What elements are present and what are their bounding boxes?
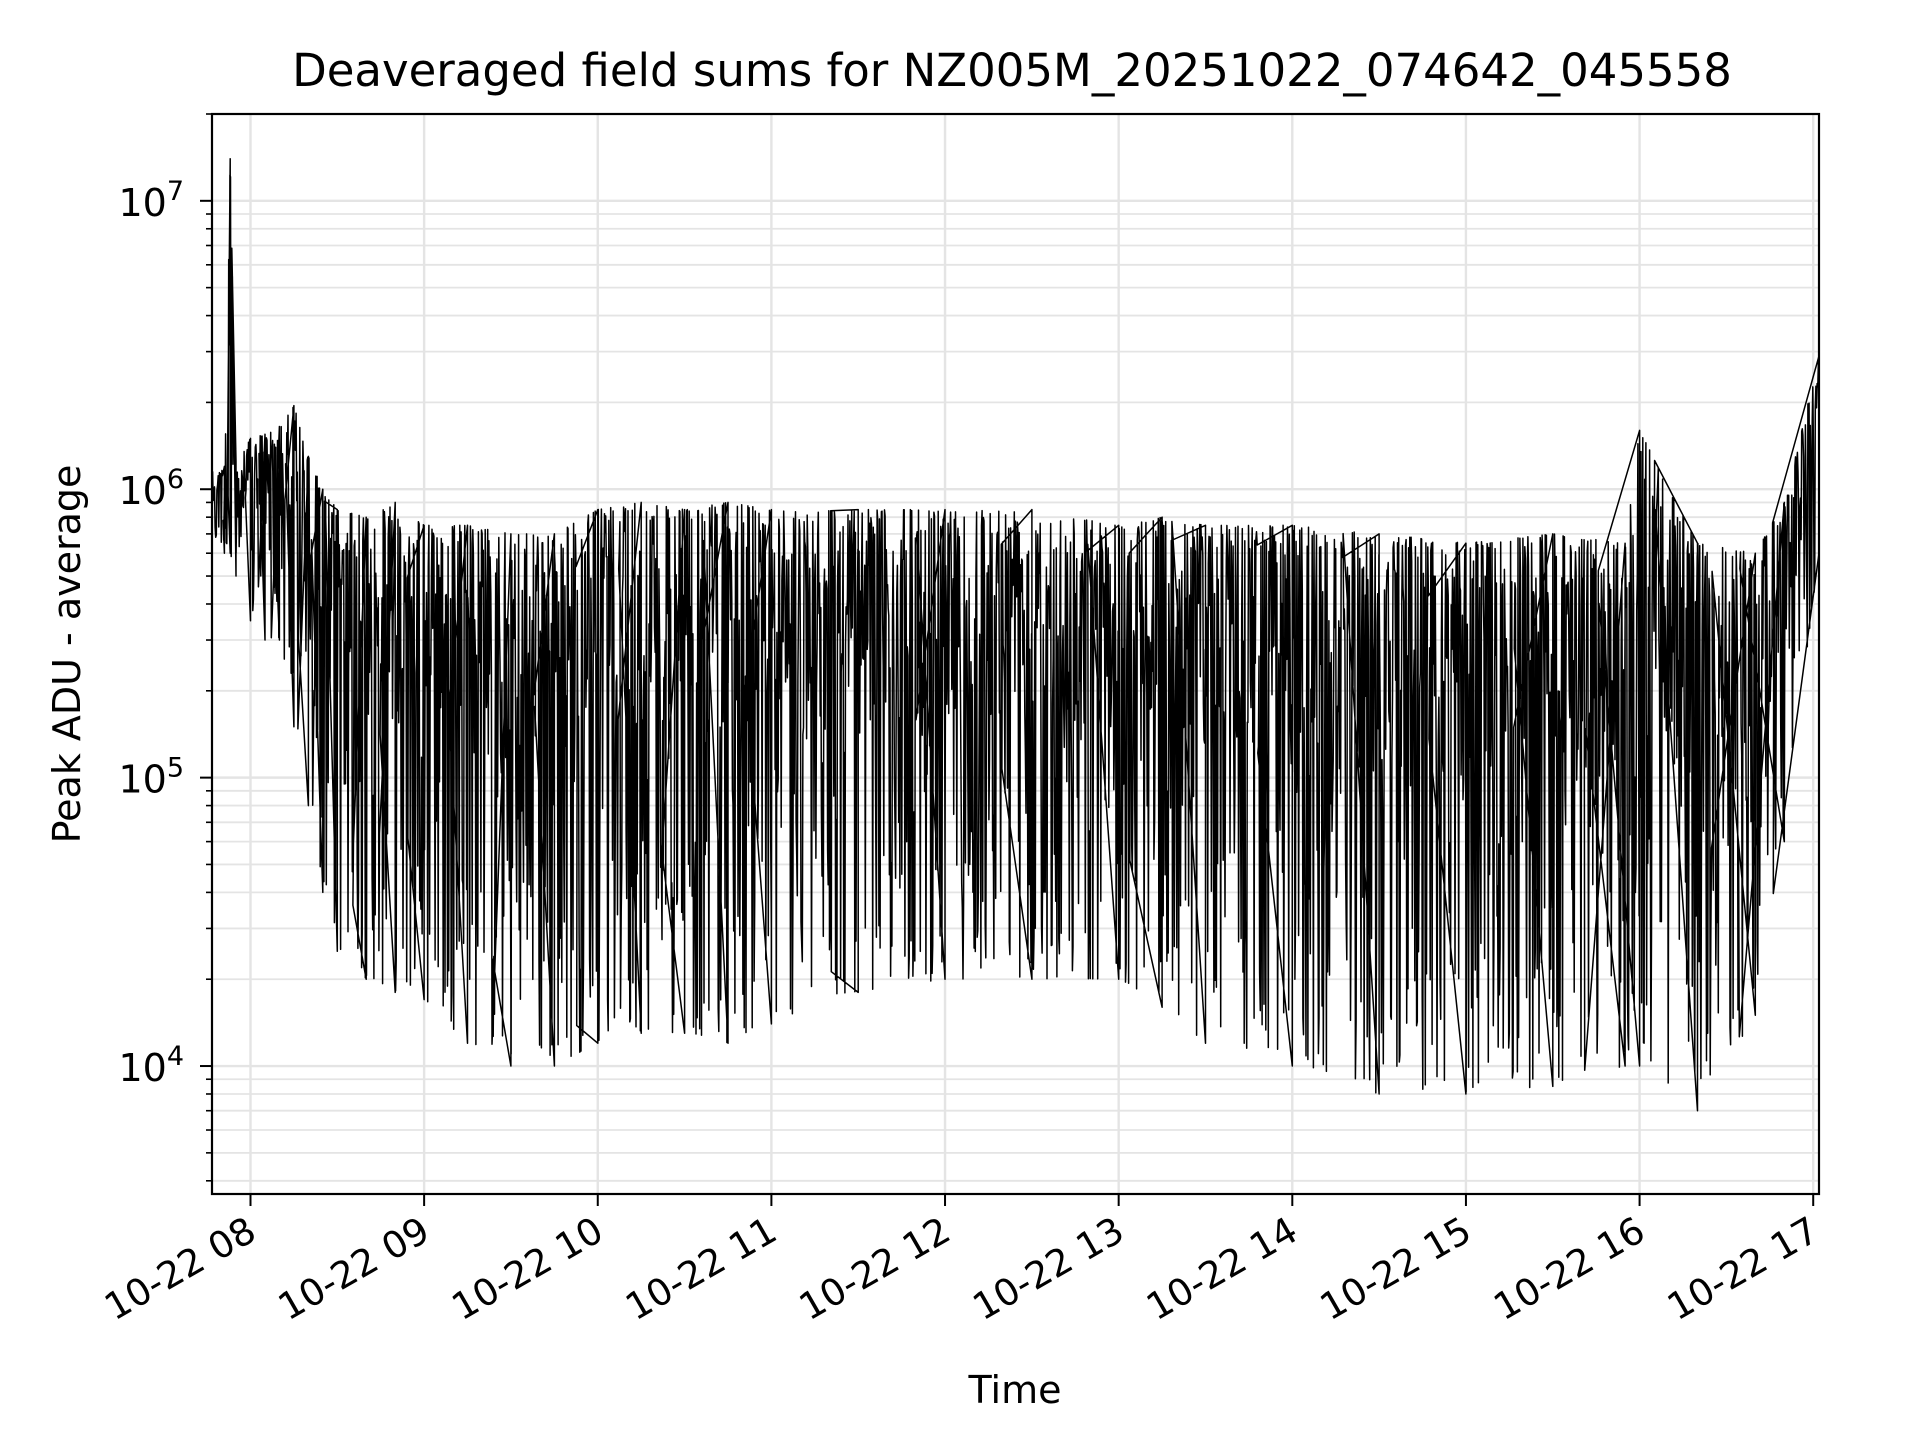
y-axis: 104 105 106 107 — [118, 113, 212, 1182]
series-layer — [211, 157, 1820, 1112]
y-tick-label: 106 — [118, 464, 184, 513]
series-line — [211, 157, 1820, 1112]
y-axis-label: Peak ADU - average — [45, 465, 89, 844]
x-axis-label: Time — [968, 1368, 1062, 1412]
y-tick-label: 107 — [118, 176, 184, 225]
chart-title: Deaveraged field sums for NZ005M_2025102… — [292, 44, 1732, 97]
plot-frame — [210, 112, 1821, 1196]
y-tick-label: 105 — [118, 753, 184, 802]
y-tick-label: 104 — [118, 1041, 184, 1090]
